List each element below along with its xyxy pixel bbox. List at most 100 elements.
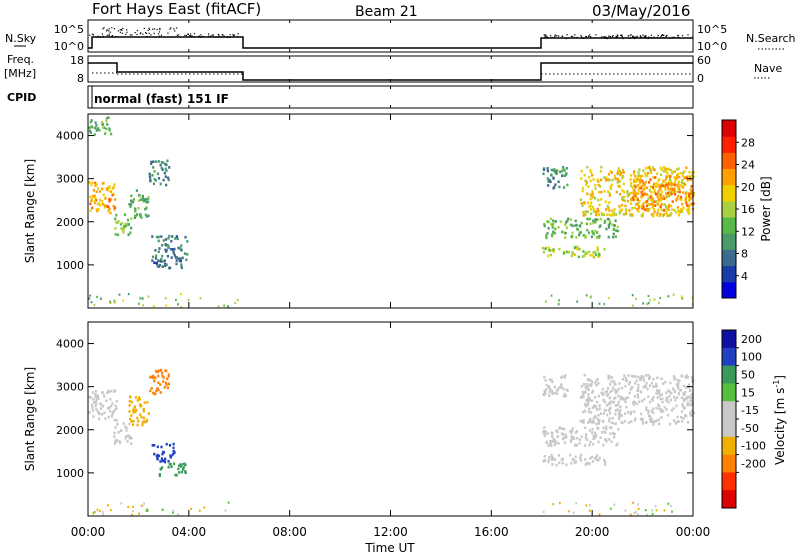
- data-cell: [616, 172, 619, 175]
- data-cell: [671, 171, 674, 175]
- data-cell: [144, 198, 148, 201]
- data-cell: [133, 216, 137, 219]
- data-cell: [623, 398, 626, 402]
- data-cell: [111, 411, 114, 414]
- data-cell: [645, 193, 648, 196]
- data-cell: [680, 374, 683, 378]
- data-cell: [94, 126, 97, 130]
- data-cell: [584, 458, 587, 461]
- data-cell: [549, 440, 552, 443]
- data-cell: [159, 468, 163, 471]
- data-cell: [602, 393, 605, 396]
- data-cell: [582, 234, 585, 237]
- data-cell: [602, 213, 605, 216]
- noise-dot: [185, 34, 187, 37]
- data-cell: [224, 509, 227, 512]
- colorbar-swatch: [722, 330, 736, 349]
- noise-dot: [236, 36, 238, 38]
- colorbar-tick-label: -200: [741, 458, 766, 471]
- colorbar-swatch: [722, 136, 736, 153]
- data-cell: [686, 204, 689, 207]
- data-cell: [579, 459, 582, 462]
- noise-dot: [633, 37, 636, 40]
- data-cell: [606, 217, 609, 221]
- noise-dot: [570, 35, 572, 37]
- data-cell: [100, 297, 102, 300]
- data-cell: [665, 192, 668, 195]
- data-cell: [113, 431, 116, 435]
- data-cell: [93, 199, 96, 203]
- noise-dot: [636, 36, 638, 38]
- data-cell: [609, 406, 612, 410]
- data-cell: [659, 296, 661, 300]
- data-cell: [659, 166, 662, 170]
- data-cell: [549, 180, 552, 184]
- data-cell: [159, 260, 162, 263]
- noise-dot: [665, 35, 667, 37]
- data-cell: [692, 192, 695, 195]
- colorbar-swatch: [722, 347, 736, 367]
- data-cell: [584, 463, 587, 466]
- data-cell: [552, 176, 555, 180]
- colorbar-swatch: [722, 168, 736, 186]
- noise-dot: [237, 33, 239, 35]
- data-cell: [113, 208, 116, 211]
- data-cell: [551, 456, 554, 459]
- data-cell: [586, 403, 589, 407]
- data-cell: [144, 420, 147, 424]
- data-cell: [649, 169, 652, 172]
- noise-dot: [651, 37, 653, 39]
- noise-dot: [585, 36, 588, 38]
- data-cell: [674, 189, 677, 192]
- data-cell: [155, 235, 159, 239]
- data-cell: [638, 168, 641, 171]
- data-cell: [182, 462, 185, 466]
- data-cell: [673, 396, 676, 399]
- data-cell: [640, 195, 643, 198]
- data-cell: [607, 223, 611, 227]
- data-cell: [599, 436, 602, 439]
- data-cell: [563, 174, 566, 177]
- data-cell: [581, 390, 584, 394]
- data-cell: [594, 435, 597, 439]
- data-cell: [106, 391, 109, 395]
- data-cell: [546, 167, 549, 170]
- data-cell: [673, 170, 676, 174]
- data-cell: [160, 235, 163, 238]
- data-cell: [160, 457, 163, 460]
- data-cell: [108, 208, 111, 211]
- data-cell: [130, 414, 133, 417]
- data-cell: [625, 379, 628, 383]
- data-cell: [96, 127, 100, 130]
- data-cell: [169, 456, 172, 459]
- data-cell: [621, 386, 624, 390]
- data-cell: [589, 179, 592, 183]
- data-cell: [688, 198, 692, 201]
- data-cell: [667, 295, 670, 298]
- data-cell: [581, 255, 584, 258]
- data-cell: [111, 412, 114, 416]
- data-cell: [552, 250, 555, 253]
- colorbar-tick-label: 4: [741, 270, 748, 283]
- data-cell: [132, 505, 134, 508]
- data-cell: [587, 388, 590, 391]
- data-cell: [150, 387, 153, 390]
- data-cell: [94, 392, 97, 396]
- data-cell: [94, 181, 97, 185]
- data-cell: [589, 207, 593, 211]
- data-cell: [116, 233, 120, 237]
- data-cell: [161, 244, 164, 247]
- data-cell: [665, 175, 668, 178]
- data-cell: [630, 420, 633, 423]
- data-cell: [673, 208, 676, 212]
- data-cell: [154, 257, 158, 260]
- data-cell: [661, 400, 664, 404]
- data-cell: [692, 171, 695, 174]
- colorbar-swatch: [722, 249, 736, 267]
- data-cell: [646, 186, 649, 190]
- data-cell: [138, 302, 140, 305]
- data-cell: [676, 378, 679, 382]
- data-cell: [170, 256, 173, 259]
